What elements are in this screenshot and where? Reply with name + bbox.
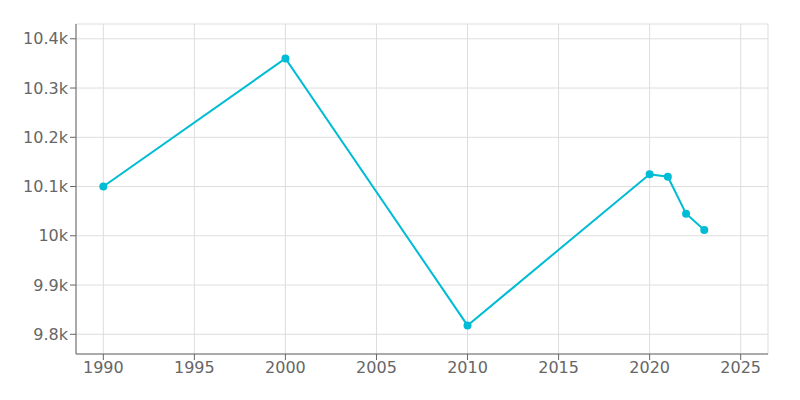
svg-text:2020: 2020 [629,358,670,377]
svg-text:10.4k: 10.4k [23,29,69,48]
svg-text:9.8k: 9.8k [33,325,68,344]
svg-text:2000: 2000 [265,358,306,377]
svg-text:2015: 2015 [538,358,579,377]
svg-text:2010: 2010 [447,358,488,377]
svg-text:2025: 2025 [720,358,761,377]
svg-text:1990: 1990 [83,358,124,377]
svg-text:10.1k: 10.1k [23,177,69,196]
svg-text:2005: 2005 [356,358,397,377]
svg-text:9.9k: 9.9k [33,276,68,295]
svg-text:1995: 1995 [174,358,215,377]
svg-text:10k: 10k [38,226,68,245]
svg-text:10.2k: 10.2k [23,128,69,147]
svg-text:10.3k: 10.3k [23,79,69,98]
